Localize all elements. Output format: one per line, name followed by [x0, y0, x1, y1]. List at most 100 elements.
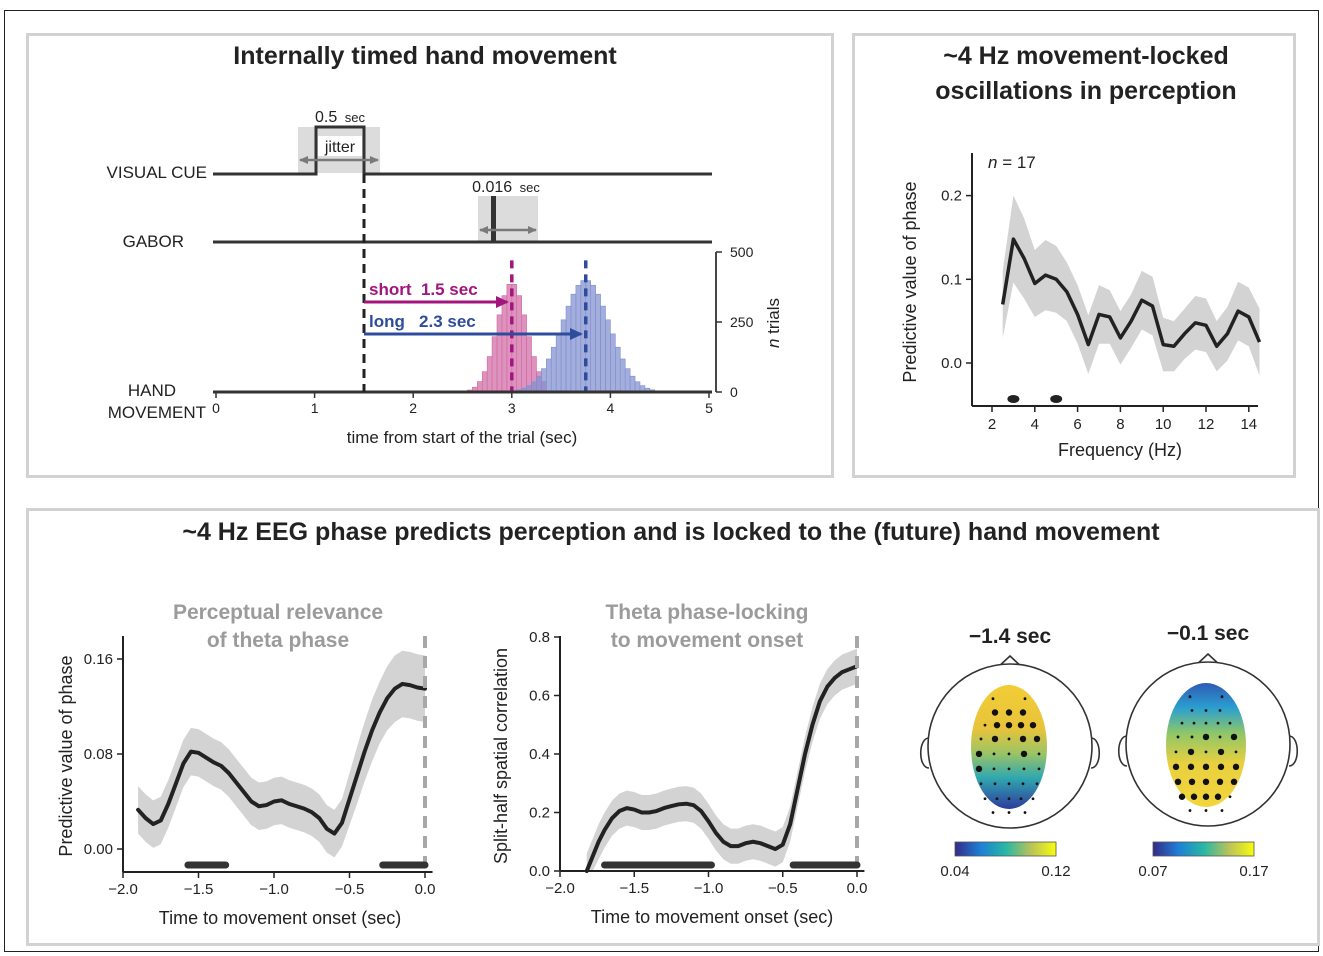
electrode: [1228, 721, 1232, 725]
electrode: [1174, 750, 1178, 754]
electrode-significant: [1174, 778, 1182, 785]
jitter-label-box: [318, 136, 362, 156]
histogram-bar-short: [486, 356, 493, 393]
theta-phase-locking-chart: 0.0 0.2 0.4 0.6 0.8 −2.0 −1.5 −1.0 −0.5 0.0 Time t…: [491, 629, 867, 927]
y-tick-label: 0.0: [941, 355, 962, 372]
ci-band: [138, 650, 425, 858]
histogram-bar-short: [521, 314, 527, 393]
cue-duration-label: 0.5 sec: [315, 109, 365, 126]
jitter-label: jitter: [324, 139, 356, 156]
figure-frame: [4, 10, 1319, 952]
histogram-bar-long: [541, 368, 547, 393]
x-tick-label: 0: [212, 400, 220, 416]
electrode: [1190, 735, 1194, 739]
electrode: [1035, 782, 1039, 786]
electrode-significant: [1190, 793, 1198, 800]
electrode-significant: [1202, 733, 1210, 741]
electrode-significant: [1187, 748, 1195, 756]
electrode: [1218, 735, 1222, 739]
topo-right-ear-right: [1288, 735, 1299, 767]
frequency-significance-marker: [1007, 395, 1020, 403]
electrode-significant: [1033, 735, 1041, 743]
topoplot-right: −0.1 sec 0.07 0.17: [1117, 622, 1299, 880]
electrode-significant: [991, 735, 999, 743]
x-tick-label: 2: [988, 416, 996, 433]
histogram-bar-short: [476, 381, 483, 393]
y-axis-label: n trials: [764, 298, 783, 348]
y-tick-label: 0.2: [529, 805, 550, 822]
electrode: [983, 723, 987, 727]
row-label-gabor: GABOR: [123, 232, 184, 251]
electrode: [1007, 737, 1011, 741]
electrode-significant: [1187, 763, 1195, 771]
histogram-bar-long: [590, 285, 596, 393]
gabor-jitter-band: [478, 196, 538, 242]
x-tick-label: −2.0: [108, 881, 138, 898]
electrode-significant: [1017, 721, 1025, 729]
topo-left-title: −1.4 sec: [969, 625, 1052, 648]
electrode: [1023, 811, 1027, 814]
x-axis-label: Time to movement onset (sec): [591, 907, 833, 927]
c2-title-line2: to movement onset: [611, 629, 804, 652]
histogram-bar-long: [560, 319, 567, 393]
histogram-bar-long: [629, 375, 636, 393]
x-tick-label: 3: [508, 400, 516, 416]
x-tick-label: −2.0: [545, 880, 575, 897]
x-tick-label: 2: [409, 400, 417, 416]
electrode: [991, 697, 995, 701]
histogram-bar-short: [501, 295, 508, 393]
topo-right-cbar-min: 0.07: [1138, 863, 1167, 880]
electrode: [983, 797, 987, 801]
cue-duration-unit: sec: [345, 110, 366, 125]
electrode: [1022, 767, 1026, 771]
x-tick-label: 6: [1073, 416, 1081, 433]
electrode: [1037, 752, 1041, 756]
electrode: [979, 737, 983, 741]
histogram-bar-long: [570, 293, 577, 393]
electrode-significant: [1202, 793, 1210, 800]
c1-title-line2: of theta phase: [207, 629, 349, 652]
gabor-pulse: [491, 196, 496, 242]
topo-right-cbar-max: 0.17: [1239, 863, 1268, 880]
histogram-bar-long: [605, 319, 611, 393]
x-tick-label: 4: [607, 400, 615, 416]
row-label-movement: MOVEMENT: [108, 403, 206, 422]
electrode-significant: [1217, 763, 1225, 771]
electrode-significant: [1217, 748, 1225, 756]
electrode: [1204, 750, 1208, 754]
histogram-bar-long: [634, 381, 641, 393]
y-tick-label: 0.1: [941, 271, 962, 288]
x-tick-label: −0.5: [335, 881, 365, 898]
histogram-bar-long: [619, 358, 626, 393]
cue-duration-number: 0.5: [315, 109, 337, 126]
row-label-hand: HAND: [128, 381, 176, 400]
y-tick-label: 0.8: [529, 629, 550, 646]
histogram-bar-short: [481, 371, 488, 393]
electrode: [1023, 697, 1027, 701]
electrode-significant: [1188, 778, 1196, 785]
x-axis-label: Time to movement onset (sec): [159, 908, 401, 928]
x-tick-label: 4: [1031, 416, 1039, 433]
y-axis-label: Split-half spatial correlation: [491, 648, 511, 864]
electrode-significant: [1230, 778, 1238, 785]
topo-right-colorbar: [1152, 841, 1255, 857]
histogram-bar-long: [546, 358, 552, 393]
x-tick-label: 1: [311, 400, 319, 416]
mean-line: [136, 681, 427, 836]
electrode: [1204, 709, 1208, 712]
y-axis-label: Predictive value of phase: [900, 181, 920, 382]
topo-right-electrodes: [1172, 695, 1240, 812]
electrode: [1176, 735, 1180, 739]
panel-c-title: ~4 Hz EEG phase predicts perception and …: [182, 518, 1160, 546]
electrode-significant: [1005, 721, 1013, 729]
y-tick-label: 250: [730, 314, 754, 330]
y-tick-label: 0.16: [84, 651, 113, 668]
frequency-mean-line: [1000, 237, 1262, 349]
y-tick-label: 0: [730, 384, 738, 400]
c1-title-line1: Perceptual relevance: [173, 601, 383, 624]
electrode: [1180, 721, 1184, 725]
electrode: [1021, 782, 1025, 786]
electrode-significant: [991, 709, 999, 716]
trial-histogram: 0 1 2 3 4 5 time from start of the trial (sec)…: [212, 244, 783, 447]
